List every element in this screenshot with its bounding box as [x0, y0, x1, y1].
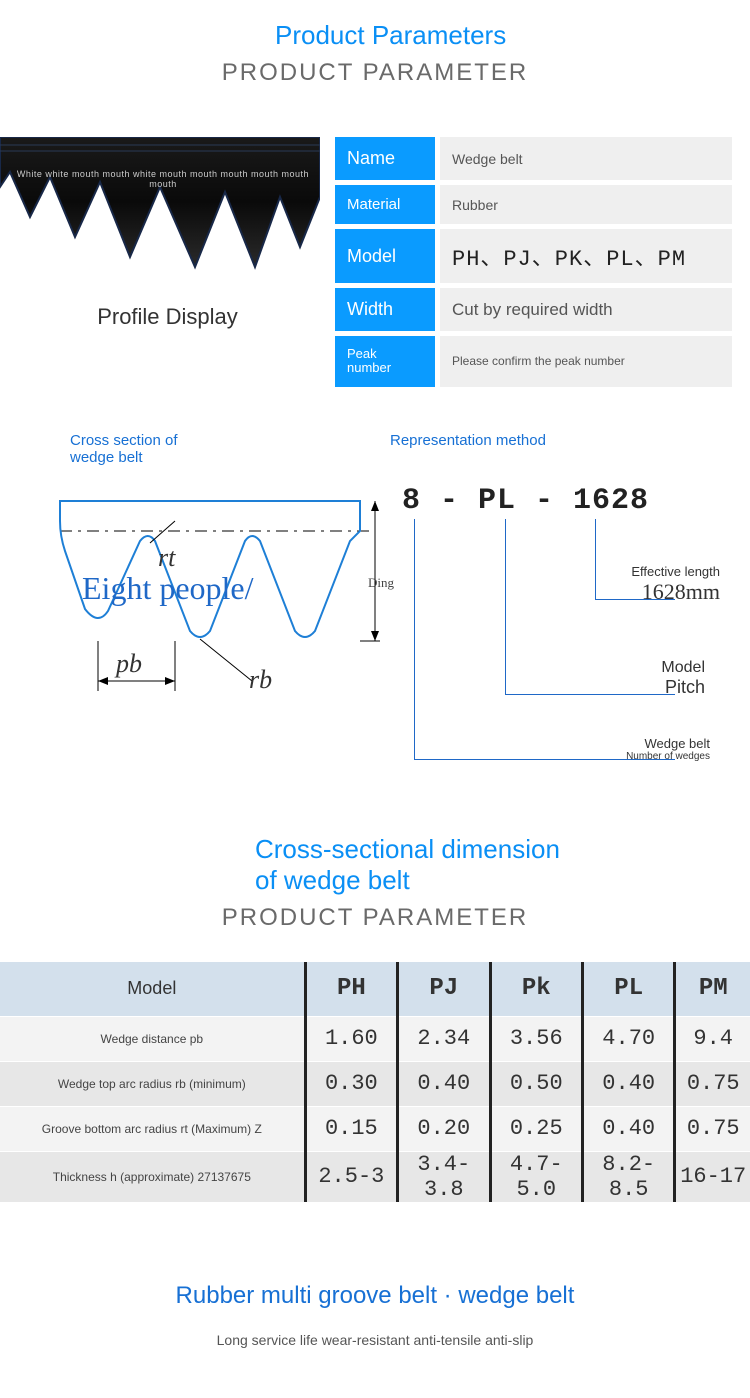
- belt-overlay-text: White white mouth mouth white mouth mout…: [6, 169, 320, 189]
- cell-value: 0.40: [398, 1061, 490, 1106]
- row-label: Wedge top arc radius rb (minimum): [0, 1061, 305, 1106]
- th-model: Model: [0, 962, 305, 1016]
- param-row-width: Width Cut by required width: [335, 288, 732, 331]
- representation-title: Representation method: [390, 432, 590, 449]
- header-blue-title: Product Parameters: [185, 20, 565, 51]
- profile-column: White white mouth mouth white mouth mout…: [0, 137, 335, 392]
- cell-value: 9.4: [675, 1016, 750, 1061]
- param-val: Please confirm the peak number: [440, 336, 732, 387]
- profile-display-label: Profile Display: [0, 304, 335, 330]
- header2-gray-title: PRODUCT PARAMETER: [0, 904, 750, 932]
- cell-value: 0.20: [398, 1106, 490, 1151]
- cell-value: 0.75: [675, 1061, 750, 1106]
- th-pk: Pk: [490, 962, 582, 1016]
- param-key: Peak number: [335, 336, 435, 387]
- footer-section: Rubber multi groove belt · wedge belt Lo…: [0, 1202, 750, 1388]
- table-row: Groove bottom arc radius rt (Maximum) Z0…: [0, 1106, 750, 1151]
- belt-profile-image: White white mouth mouth white mouth mout…: [0, 137, 320, 292]
- header2-blue-title: Cross-sectional dimension of wedge belt: [165, 834, 585, 896]
- param-row-name: Name Wedge belt: [335, 137, 732, 180]
- eff-length-value: 1628mm: [590, 579, 720, 605]
- th-ph: PH: [305, 962, 397, 1016]
- wedge-belt-label: Wedge belt: [590, 736, 710, 751]
- row-label: Wedge distance pb: [0, 1016, 305, 1061]
- param-val: PH、PJ、PK、PL、PM: [440, 229, 732, 283]
- param-val: Cut by required width: [440, 288, 732, 331]
- param-val: Rubber: [440, 185, 732, 224]
- footer-subtitle: Long service life wear-resistant anti-te…: [20, 1332, 730, 1348]
- cell-value: 8.2-8.5: [582, 1151, 674, 1202]
- representation-diagram: Representation method 8 - PL - 1628 Effe…: [390, 432, 730, 784]
- cell-value: 3.56: [490, 1016, 582, 1061]
- diagram-block: Cross section of wedge belt: [0, 392, 750, 794]
- param-row-material: Material Rubber: [335, 185, 732, 224]
- row-label: Thickness h (approximate) 27137675: [0, 1151, 305, 1202]
- rt-label: rt: [158, 543, 175, 573]
- section-header-2: Cross-sectional dimension of wedge belt …: [0, 794, 750, 962]
- cell-value: 0.25: [490, 1106, 582, 1151]
- table-row: Wedge top arc radius rb (minimum)0.300.4…: [0, 1061, 750, 1106]
- param-key: Material: [335, 185, 435, 224]
- eight-label: Eight people/: [82, 571, 254, 606]
- eff-length-label: Effective length: [590, 564, 720, 579]
- th-pm: PM: [675, 962, 750, 1016]
- cell-value: 0.75: [675, 1106, 750, 1151]
- cross-section-diagram: Cross section of wedge belt: [20, 432, 390, 784]
- cell-value: 1.60: [305, 1016, 397, 1061]
- cell-value: 0.15: [305, 1106, 397, 1151]
- footer-title: Rubber multi groove belt · wedge belt: [20, 1282, 730, 1310]
- cell-value: 16-17: [675, 1151, 750, 1202]
- rb-label: rb: [249, 665, 272, 695]
- th-pl: PL: [582, 962, 674, 1016]
- model-label: Model: [605, 659, 705, 677]
- cell-value: 2.34: [398, 1016, 490, 1061]
- param-val: Wedge belt: [440, 137, 732, 180]
- cell-value: 4.70: [582, 1016, 674, 1061]
- section-header-1: Product Parameters PRODUCT PARAMETER: [0, 0, 750, 117]
- cell-value: 0.50: [490, 1061, 582, 1106]
- param-key: Width: [335, 288, 435, 331]
- table-row: Wedge distance pb1.602.343.564.709.4: [0, 1016, 750, 1061]
- cell-value: 4.7-5.0: [490, 1151, 582, 1202]
- cell-value: 0.30: [305, 1061, 397, 1106]
- param-row-peak: Peak number Please confirm the peak numb…: [335, 336, 732, 387]
- table-header-row: Model PH PJ Pk PL PM: [0, 962, 750, 1016]
- header-gray-title: PRODUCT PARAMETER: [0, 59, 750, 87]
- table-row: Thickness h (approximate) 271376752.5-33…: [0, 1151, 750, 1202]
- cell-value: 3.4-3.8: [398, 1151, 490, 1202]
- cell-value: 0.40: [582, 1106, 674, 1151]
- param-row-model: Model PH、PJ、PK、PL、PM: [335, 229, 732, 283]
- param-key: Model: [335, 229, 435, 283]
- param-key: Name: [335, 137, 435, 180]
- pitch-label: Pitch: [605, 677, 705, 698]
- num-wedges-label: Number of wedges: [590, 751, 710, 762]
- parameter-block: White white mouth mouth white mouth mout…: [0, 137, 750, 392]
- cell-value: 0.40: [582, 1061, 674, 1106]
- repr-code: 8 - PL - 1628: [402, 484, 649, 518]
- cell-value: 2.5-3: [305, 1151, 397, 1202]
- dimension-table: Model PH PJ Pk PL PM Wedge distance pb1.…: [0, 962, 750, 1202]
- parameter-table: Name Wedge belt Material Rubber Model PH…: [335, 137, 732, 392]
- row-label: Groove bottom arc radius rt (Maximum) Z: [0, 1106, 305, 1151]
- th-pj: PJ: [398, 962, 490, 1016]
- cross-section-title: Cross section of wedge belt: [20, 432, 220, 466]
- pb-label: pb: [116, 649, 142, 679]
